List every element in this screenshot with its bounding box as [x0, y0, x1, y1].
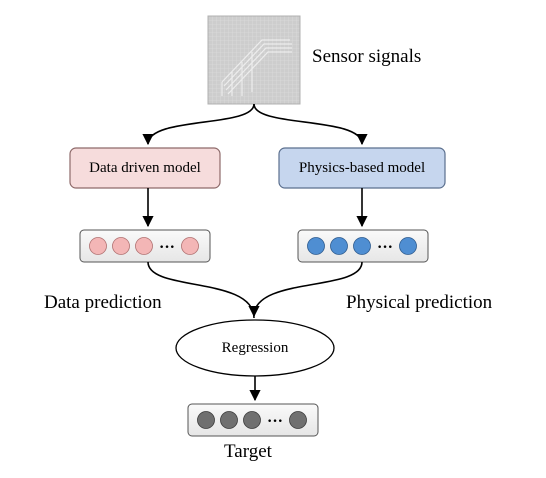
physics-model-label: Physics-based model: [298, 160, 426, 176]
physical-prediction-label: Physical prediction: [346, 292, 493, 313]
data-model-label: Data driven model: [89, 160, 201, 176]
arrow-physics-to-regression: [248, 261, 363, 318]
arrow-sensor-to-physics-model: [253, 103, 368, 146]
data-circles-ellipsis: ···: [159, 239, 175, 256]
regression-label: Regression: [221, 340, 289, 356]
physical-prediction-circles: ···: [297, 229, 429, 263]
arrow-sensor-to-data-model: [142, 103, 255, 146]
data-prediction-circles: ···: [79, 229, 211, 263]
sensor-signals-image: [207, 15, 301, 105]
target-circles: ···: [187, 403, 319, 437]
data-prediction-label: Data prediction: [44, 292, 162, 313]
arrow-data-to-regression: [147, 261, 255, 319]
data-model-box: [69, 147, 221, 189]
sensor-signals-label: Sensor signals: [312, 46, 422, 67]
physics-circles-ellipsis: ···: [377, 239, 393, 256]
target-circles-ellipsis: ···: [267, 413, 283, 430]
target-label: Target: [224, 441, 272, 462]
